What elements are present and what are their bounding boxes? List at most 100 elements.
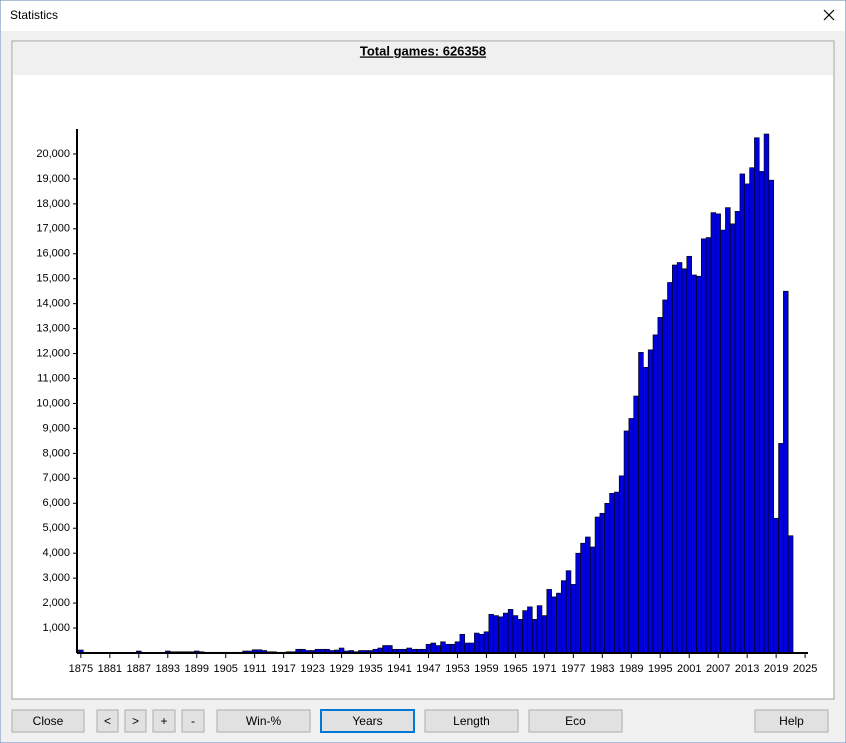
chart-title: Total games: 626358: [360, 43, 486, 58]
button-face[interactable]: [181, 709, 205, 733]
bar: [560, 580, 567, 654]
bar: [445, 643, 451, 654]
x-tick-label: 2007: [706, 663, 730, 675]
y-tick-label: 5,000: [42, 522, 70, 534]
x-tick-label: 1887: [127, 663, 151, 675]
button[interactable]: <: [96, 709, 119, 733]
button-label[interactable]: +: [160, 714, 167, 728]
bar: [652, 334, 659, 654]
button-face[interactable]: [124, 709, 147, 733]
bar: [551, 596, 557, 654]
bar: [449, 643, 456, 654]
bar: [570, 584, 577, 654]
x-tick-label: 1941: [387, 663, 411, 675]
bar: [749, 167, 755, 654]
button[interactable]: Eco: [528, 709, 623, 733]
bar: [532, 619, 538, 654]
bar: [585, 536, 591, 654]
bar: [657, 317, 663, 654]
button-face[interactable]: [528, 709, 623, 733]
button[interactable]: >: [124, 709, 147, 733]
button-face[interactable]: [216, 709, 311, 733]
button-label[interactable]: Help: [779, 714, 804, 728]
button-face[interactable]: [320, 709, 415, 733]
x-tick-label: 1911: [243, 663, 267, 675]
y-tick-label: 1,000: [42, 622, 70, 634]
y-tick-label: 18,000: [36, 198, 70, 210]
x-tick-label: 1953: [445, 663, 469, 675]
button-face[interactable]: [11, 709, 85, 733]
bar: [754, 137, 760, 654]
y-tick-label: 2,000: [42, 597, 70, 609]
button-label[interactable]: <: [104, 714, 111, 728]
button-label[interactable]: Win-%: [246, 714, 282, 728]
bar: [787, 535, 794, 654]
bar: [783, 290, 789, 654]
bar: [474, 632, 480, 654]
x-tick-label: 1983: [590, 663, 614, 675]
bar: [565, 570, 572, 654]
plot: 1,000 2,000 3,000 4,000 5,000 6,000 7,000 8,000…: [36, 129, 817, 675]
button[interactable]: -: [181, 709, 205, 733]
button-face[interactable]: [754, 709, 829, 733]
bar: [725, 207, 731, 654]
button-face[interactable]: [424, 709, 519, 733]
y-tick-label: 8,000: [42, 447, 70, 459]
chart-header: [13, 42, 833, 75]
bar: [609, 493, 615, 654]
button[interactable]: Years: [320, 709, 415, 733]
x-tick-label: 1893: [156, 663, 180, 675]
bar: [469, 642, 475, 654]
x-tick-label: 1935: [358, 663, 382, 675]
x-tick-label: 1965: [503, 663, 527, 675]
bar: [618, 475, 625, 654]
y-tick-label: 17,000: [36, 223, 70, 235]
bar: [672, 264, 678, 654]
button-label[interactable]: Length: [453, 714, 490, 728]
bar: [527, 606, 533, 654]
button-label[interactable]: Eco: [565, 714, 586, 728]
bar: [778, 443, 784, 654]
y-tick-label: 12,000: [36, 347, 70, 359]
x-tick-label: 1881: [98, 663, 122, 675]
bar: [758, 171, 765, 654]
bar: [604, 502, 610, 654]
bar: [498, 616, 504, 654]
button[interactable]: Help: [754, 709, 829, 733]
close-icon[interactable]: [823, 9, 835, 21]
y-tick-label: 16,000: [36, 248, 70, 260]
bar: [734, 211, 741, 654]
bar: [541, 615, 548, 654]
bar: [662, 299, 668, 654]
button[interactable]: +: [152, 709, 176, 733]
button-face[interactable]: [152, 709, 176, 733]
button-label[interactable]: >: [132, 714, 139, 728]
y-tick-label: 19,000: [36, 173, 70, 185]
x-tick-label: 1977: [561, 663, 585, 675]
bar: [676, 262, 683, 654]
button-label[interactable]: -: [191, 714, 195, 728]
bar: [686, 255, 692, 654]
button-face[interactable]: [96, 709, 119, 733]
x-tick-label: 1875: [69, 663, 93, 675]
bar: [589, 546, 596, 654]
bar: [435, 645, 441, 654]
bar: [763, 133, 770, 654]
y-tick-label: 6,000: [42, 497, 70, 509]
bar: [696, 275, 702, 654]
bar: [633, 395, 639, 654]
button-label[interactable]: Close: [33, 714, 64, 728]
button[interactable]: Length: [424, 709, 519, 733]
bar: [768, 179, 775, 654]
bar: [710, 212, 717, 654]
button[interactable]: Win-%: [216, 709, 311, 733]
bar: [643, 366, 649, 654]
bar: [729, 223, 736, 654]
bar: [628, 418, 634, 654]
button[interactable]: Close: [11, 709, 85, 733]
bar: [614, 491, 620, 654]
x-tick-label: 2025: [793, 663, 817, 675]
button-label[interactable]: Years: [352, 714, 382, 728]
bar: [773, 517, 779, 654]
